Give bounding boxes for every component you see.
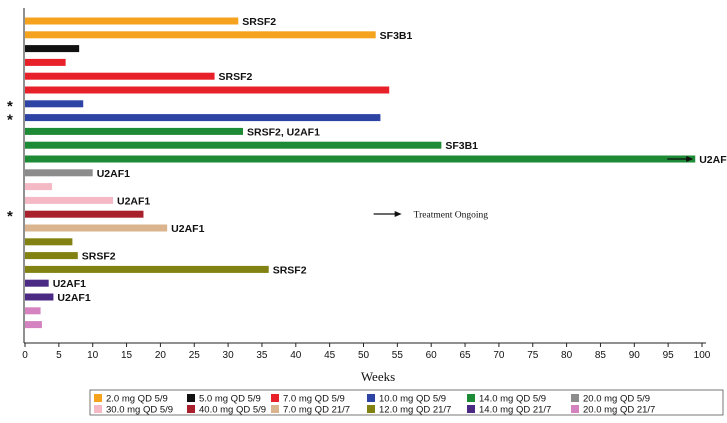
x-tick-label: 90 [629,350,641,361]
bar-label: SRSF2 [273,264,307,276]
x-axis-title: Weeks [361,369,395,384]
legend-item-label: 7.0 mg QD 5/9 [283,394,345,405]
legend-swatch [571,405,579,413]
legend-item-label: 14.0 mg QD 21/7 [479,405,551,416]
legend-item-label: 12.0 mg QD 21/7 [379,405,451,416]
x-tick-label: 95 [663,350,675,361]
x-tick-label: 10 [87,350,99,361]
bar-label: U2AF1 [57,292,90,304]
bar [25,141,442,149]
bar [25,238,73,246]
x-tick-label: 25 [189,350,201,361]
x-tick-label: 30 [223,350,235,361]
legend-swatch [571,394,579,402]
bar [25,279,49,287]
ongoing-arrow-head [686,156,694,162]
annotation-arrow-head [394,211,402,217]
x-tick-label: 15 [121,350,133,361]
x-tick-label: 20 [155,350,167,361]
legend-swatch [94,405,102,413]
bar [25,45,80,53]
bar-label: SRSF2 [82,251,116,263]
star-marker: * [7,112,13,129]
annotation-layer: Treatment Ongoing [373,211,489,221]
bar [25,86,390,94]
bar-label: U2AF1 [53,278,86,290]
bar [25,114,381,122]
bar [25,31,376,39]
legend-box [89,389,724,416]
star-marker: * [7,208,13,225]
x-tick-label: 45 [324,350,336,361]
legend-item-label: 2.0 mg QD 5/9 [106,394,168,405]
bar [25,307,41,315]
annotation-text: Treatment Ongoing [414,211,489,221]
bar [25,17,239,25]
legend-swatch [467,394,475,402]
bar [25,72,215,80]
x-tick-label: 85 [595,350,607,361]
legend-item-label: 10.0 mg QD 5/9 [379,394,446,405]
bar-label: U2AF1 [171,223,204,235]
bar-label: SF3B1 [380,30,413,42]
x-tick-label: 5 [56,350,62,361]
bar [25,58,66,66]
star-marker: * [7,98,13,115]
bar-label: U2AF1 [117,195,150,207]
bar [25,321,42,329]
legend-item-label: 14.0 mg QD 5/9 [479,394,546,405]
legend-item-label: 20.0 mg QD 5/9 [583,394,650,405]
legend-swatch [271,405,279,413]
bar [25,265,269,273]
bar [25,169,93,177]
bar-label: SRSF2, U2AF1 [247,126,320,138]
legend-swatch [467,405,475,413]
x-tick-label: 60 [426,350,438,361]
bar [25,183,53,191]
axes-layer [23,8,706,344]
bar-label: SRSF2 [242,16,276,28]
x-tick-label: 80 [561,350,573,361]
legend-item-label: 5.0 mg QD 5/9 [199,394,261,405]
legend-item-label: 7.0 mg QD 21/7 [283,405,350,416]
bars-layer [25,17,696,329]
legend-item-label: 20.0 mg QD 21/7 [583,405,655,416]
bar [25,252,78,260]
bar [25,293,54,301]
legend-item-label: 40.0 mg QD 5/9 [199,405,266,416]
bar-label: U2AF1 [97,168,130,180]
ticks-layer: 0 5 10 15 20 25 30 35 40 45 50 55 60 65 70 75 80 85 90 95 10… [22,343,711,361]
bar [25,155,696,163]
legend-swatch [367,394,375,402]
x-tick-label: 55 [392,350,404,361]
x-tick-label: 40 [290,350,302,361]
legend-item-label: 30.0 mg QD 5/9 [106,405,173,416]
legend-swatch [271,394,279,402]
x-tick-label: 100 [694,350,711,361]
bar [25,100,84,108]
bar [25,127,243,135]
legend: 2.0 mg QD 5/9 5.0 mg QD 5/9 7.0 mg QD 5/9 1… [89,389,724,416]
legend-swatch [187,394,195,402]
x-tick-label: 35 [256,350,268,361]
bar-label: U2AF1 [699,154,727,166]
x-tick-label: 50 [358,350,370,361]
x-tick-label: 0 [22,350,28,361]
bar [25,196,114,204]
x-tick-label: 70 [493,350,505,361]
bar-label: SRSF2 [219,71,253,83]
legend-swatch [187,405,195,413]
legend-swatch [367,405,375,413]
bar-label: SF3B1 [445,140,478,152]
bar [25,224,168,232]
x-tick-label: 65 [459,350,471,361]
x-tick-label: 75 [527,350,539,361]
legend-swatch [94,394,102,402]
bar [25,210,144,218]
